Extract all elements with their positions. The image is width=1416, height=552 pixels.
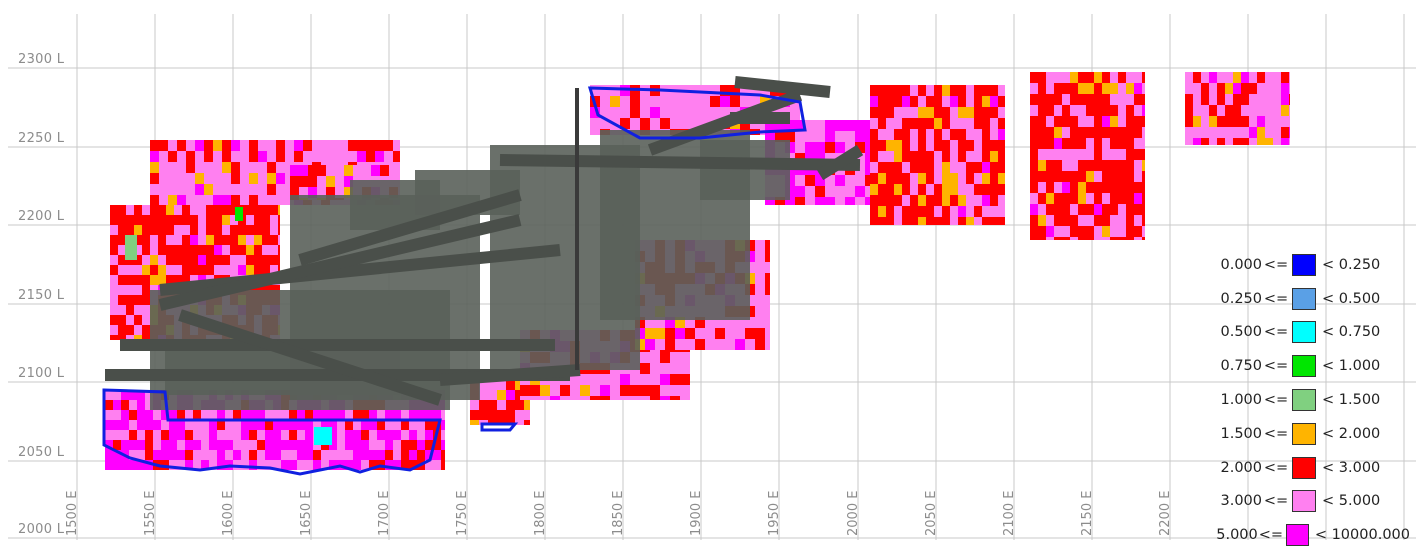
- grade-blocks: [105, 72, 1290, 470]
- legend-row: 3.000 <= < 5.000: [1190, 485, 1410, 519]
- x-axis-label: 1550 E: [143, 490, 158, 536]
- x-axis-label: 1800 E: [533, 490, 548, 536]
- legend-swatch: [1292, 287, 1316, 310]
- stope-solids: [105, 76, 864, 410]
- legend-max: < 5.000: [1322, 493, 1381, 510]
- legend-max: < 1.500: [1322, 392, 1381, 409]
- y-axis-label: 2050 L: [18, 445, 65, 460]
- legend-operator: <=: [1263, 425, 1289, 442]
- y-axis-label: 2300 L: [18, 52, 65, 67]
- legend-row: 1.000 <= < 1.500: [1190, 383, 1410, 417]
- x-axis-label: 2150 E: [1080, 490, 1095, 536]
- legend-operator: <=: [1263, 324, 1289, 341]
- y-axis-label: 2000 L: [18, 522, 65, 537]
- x-axis-label: 2050 E: [924, 490, 939, 536]
- legend-min: 0.250: [1220, 290, 1262, 307]
- x-axis-label: 1750 E: [455, 490, 470, 536]
- x-axis-label: 2200 E: [1158, 490, 1173, 536]
- x-axis-label: 1600 E: [221, 490, 236, 536]
- legend-min: 0.750: [1220, 358, 1262, 375]
- legend-min: 2.000: [1220, 459, 1262, 476]
- y-axis-label: 2150 L: [18, 288, 65, 303]
- legend-max: < 10000.000: [1314, 527, 1410, 544]
- grade-legend: 0.000 <= < 0.250 0.250 <= < 0.500 0.500 <= < 0.7…: [1190, 248, 1410, 552]
- legend-max: < 0.500: [1322, 290, 1381, 307]
- legend-min: 5.000: [1216, 527, 1258, 544]
- legend-row: 0.000 <= < 0.250: [1190, 248, 1410, 282]
- legend-operator: <=: [1263, 256, 1289, 273]
- x-axis-label: 1900 E: [689, 490, 704, 536]
- x-axis-label: 1850 E: [611, 490, 626, 536]
- x-axis-label: 1700 E: [377, 490, 392, 536]
- legend-swatch: [1292, 389, 1316, 412]
- legend-min: 3.000: [1220, 493, 1262, 510]
- legend-swatch: [1292, 490, 1316, 513]
- legend-row: 0.250 <= < 0.500: [1190, 282, 1410, 316]
- legend-min: 0.000: [1220, 256, 1262, 273]
- legend-row: 2.000 <= < 3.000: [1190, 451, 1410, 485]
- x-axis-label: 1950 E: [767, 490, 782, 536]
- y-axis-label: 2200 L: [18, 209, 65, 224]
- legend-max: < 2.000: [1322, 425, 1381, 442]
- legend-row: 5.000 <= < 10000.000: [1190, 518, 1410, 552]
- legend-operator: <=: [1263, 392, 1289, 409]
- outline-polygons: [102, 86, 807, 476]
- legend-operator: <=: [1263, 493, 1289, 510]
- legend-swatch: [1292, 321, 1316, 344]
- legend-operator: <=: [1258, 527, 1284, 544]
- legend-row: 1.500 <= < 2.000: [1190, 417, 1410, 451]
- legend-swatch: [1292, 253, 1316, 276]
- legend-operator: <=: [1263, 459, 1289, 476]
- x-axis-label: 2100 E: [1002, 490, 1017, 536]
- legend-swatch: [1286, 524, 1309, 547]
- legend-min: 1.500: [1220, 425, 1262, 442]
- x-axis-label: 1650 E: [299, 490, 314, 536]
- legend-row: 0.500 <= < 0.750: [1190, 316, 1410, 350]
- y-axis-label: 2100 L: [18, 366, 65, 381]
- legend-swatch: [1292, 422, 1316, 445]
- legend-swatch: [1292, 456, 1316, 479]
- legend-swatch: [1292, 355, 1316, 378]
- legend-min: 0.500: [1220, 324, 1262, 341]
- legend-max: < 1.000: [1322, 358, 1381, 375]
- legend-operator: <=: [1263, 290, 1289, 307]
- legend-operator: <=: [1263, 358, 1289, 375]
- legend-row: 0.750 <= < 1.000: [1190, 349, 1410, 383]
- section-canvas[interactable]: [0, 0, 1416, 540]
- legend-max: < 0.750: [1322, 324, 1381, 341]
- y-axis-label: 2250 L: [18, 131, 65, 146]
- legend-max: < 0.250: [1322, 256, 1381, 273]
- x-axis-label: 2000 E: [846, 490, 861, 536]
- x-axis-label: 1500 E: [65, 490, 80, 536]
- legend-min: 1.000: [1220, 392, 1262, 409]
- legend-max: < 3.000: [1322, 459, 1381, 476]
